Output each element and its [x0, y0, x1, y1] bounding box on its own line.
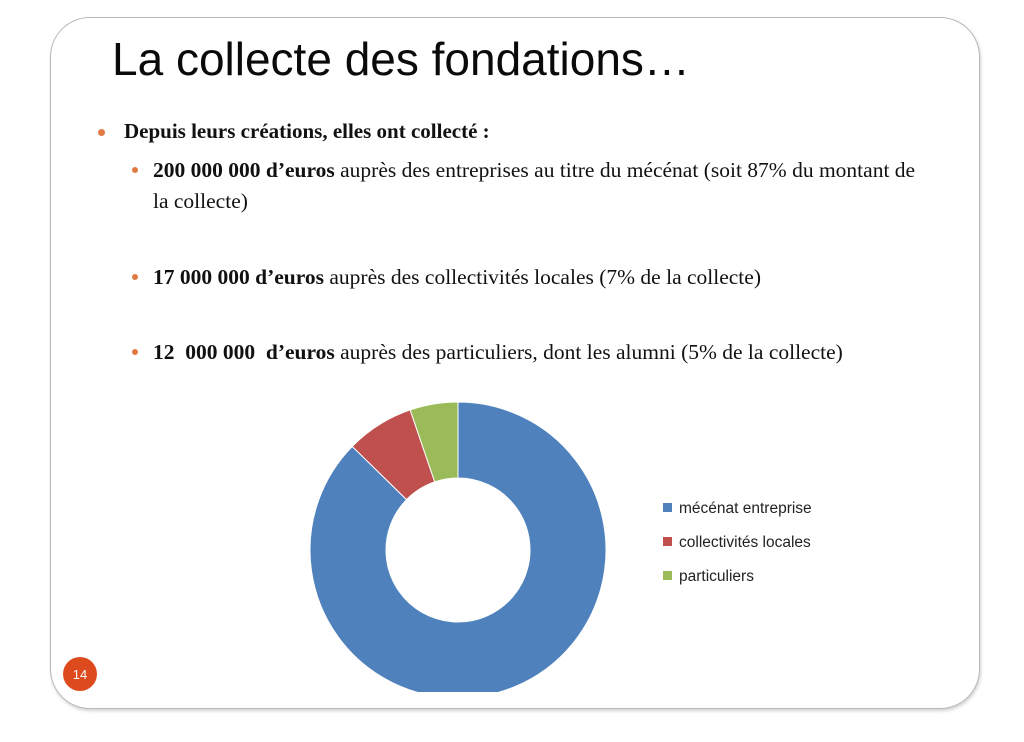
sub-bullet-collectivites: 17 000 000 d’euros auprès des collectivi…	[132, 262, 932, 293]
amount: 17 000 000 d’euros	[153, 265, 325, 289]
page-number-badge: 14	[63, 657, 97, 691]
description: auprès des particuliers, dont les alumni…	[334, 340, 843, 364]
legend-swatch	[663, 571, 672, 580]
donut-slice-2	[409, 401, 459, 483]
bullet-dot-icon	[98, 129, 105, 136]
chart-legend: mécénat entreprise collectivités locales…	[663, 497, 812, 599]
amount: 12 000 000 d’euros	[153, 340, 335, 364]
legend-swatch	[663, 537, 672, 546]
bullet-dot-icon	[132, 349, 138, 355]
main-bullet-text: Depuis leurs créations, elles ont collec…	[124, 119, 490, 143]
sub-bullet-particuliers: 12 000 000 d’euros auprès des particulie…	[132, 337, 932, 368]
sub-bullet-text: 17 000 000 d’euros auprès des collectivi…	[153, 262, 932, 293]
sub-bullet-text: 200 000 000 d’euros auprès des entrepris…	[153, 155, 932, 217]
legend-label: collectivités locales	[679, 534, 811, 551]
legend-swatch	[663, 503, 672, 512]
legend-label: particuliers	[679, 568, 754, 585]
donut-slice-0	[309, 401, 607, 692]
legend-item-mecenat: mécénat entreprise	[663, 497, 812, 531]
description: auprès des entreprises au titre du mécén…	[153, 158, 916, 213]
legend-label: mécénat entreprise	[679, 500, 812, 517]
bullet-dot-icon	[132, 167, 138, 173]
description: auprès des collectivités locales (7% de …	[324, 265, 761, 289]
legend-item-particuliers: particuliers	[663, 565, 812, 599]
slide-title: La collecte des fondations…	[112, 33, 690, 85]
donut-chart	[309, 401, 607, 692]
legend-item-collectivites: collectivités locales	[663, 531, 812, 565]
bullet-dot-icon	[132, 274, 138, 280]
amount: 200 000 000 d’euros	[153, 158, 335, 182]
sub-bullet-entreprises: 200 000 000 d’euros auprès des entrepris…	[132, 155, 932, 217]
sub-bullet-text: 12 000 000 d’euros auprès des particulie…	[153, 337, 932, 368]
